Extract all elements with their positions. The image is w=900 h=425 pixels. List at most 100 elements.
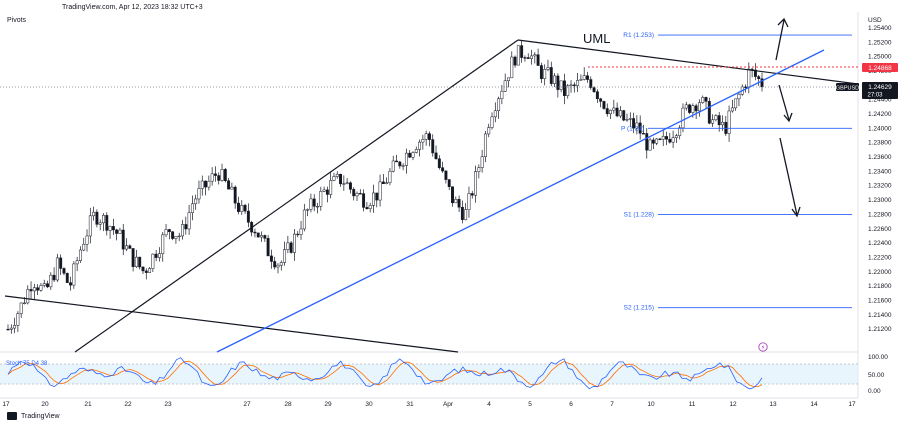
candle-body-127 [424,133,428,140]
pivot-label-2: S1 (1.228) [624,211,654,218]
price-tick-9: 1.23600 [868,154,892,161]
candle-body-13 [49,274,53,288]
candle-body-40 [138,256,142,268]
candle-body-139 [464,209,468,220]
time-tick-1: 20 [41,401,49,408]
candle-body-49 [167,229,171,232]
stoch-tick-2: 0.00 [868,388,881,395]
time-tick-12: 5 [528,401,532,408]
candle-body-228 [757,76,761,79]
arrow-down-long-icon [779,137,801,218]
candle-body-35 [121,229,125,250]
tradingview-logo-icon [7,412,17,420]
candle-body-121 [404,152,408,166]
time-tick-16: 11 [689,401,696,408]
candle-body-67 [227,180,231,190]
candle-body-89 [299,228,303,235]
candle-body-116 [388,170,392,183]
time-tick-15: 10 [647,401,655,408]
candle-body-212 [704,97,708,102]
candle-body-86 [289,242,293,253]
candle-body-17 [62,268,66,274]
candle-body-151 [503,80,507,92]
candle-body-156 [520,45,524,58]
candle-body-196 [651,139,655,144]
candle-body-202 [671,137,675,143]
arrow-up-icon [775,17,789,61]
candle-body-104 [348,182,352,190]
candle-body-155 [516,45,520,66]
brand-text: TradingView [21,412,60,420]
time-tick-5: 27 [243,401,251,408]
price-tick-0: 1.25400 [868,25,892,32]
candle-body-167 [556,75,560,90]
candle-body-1 [9,327,13,330]
price-tick-1: 1.25200 [868,39,892,46]
time-tick-2: 21 [84,401,92,408]
candle-body-94 [316,206,319,208]
candle-body-137 [457,199,461,208]
candle-body-126 [421,139,425,143]
candle-body-102 [342,183,346,185]
candle-body-184 [612,107,616,111]
candle-body-211 [701,97,705,103]
candle-body-158 [526,57,530,59]
candle-body-3 [16,313,20,326]
time-ticks: 17 20 21 22 23 27 28 29 30 31 Apr 4 5 6 7 10 11 12 13 14 17 [2,401,856,408]
price-tick-8: 1.23800 [868,140,892,147]
time-tick-20: 17 [848,401,856,408]
tradingview-brand: TradingView [7,412,60,420]
candle-body-162 [539,65,543,79]
candle-body-146 [487,127,491,135]
time-tick-8: 30 [365,401,373,408]
candle-body-39 [134,256,138,267]
candle-body-109 [365,207,369,209]
candle-body-26 [92,211,96,217]
candle-body-100 [335,173,339,177]
price-tick-6: 1.24200 [868,111,892,118]
candle-body-59 [200,180,204,189]
candle-body-164 [546,67,550,70]
candle-body-0 [6,328,10,331]
price-tick-19: 1.21600 [868,298,892,305]
candle-body-113 [378,181,382,201]
time-tick-10: Apr [443,401,454,408]
candle-body-207 [688,104,692,113]
candle-body-96 [322,189,326,192]
candle-body-44 [151,253,155,269]
candle-body-80 [269,255,273,262]
candle-body-147 [490,116,494,128]
symbol-badge: GBPUSD [836,83,859,92]
stoch-band [0,364,858,384]
time-tick-17: 12 [729,401,737,408]
price-tick-15: 1.22400 [868,240,892,247]
candle-body-161 [536,54,540,66]
candle-body-214 [711,119,715,124]
candle-body-123 [411,152,415,158]
candle-body-72 [243,204,247,212]
candle-body-225 [747,68,751,88]
svg-text:1.24629: 1.24629 [868,84,892,91]
time-tick-11: 4 [487,401,491,408]
candle-body-51 [174,236,178,239]
time-tick-3: 22 [124,401,132,408]
indicator-label[interactable]: Pivots [7,17,27,24]
price-tick-12: 1.23000 [868,197,892,204]
candle-body-114 [381,181,385,185]
candle-body-217 [721,121,724,126]
uml-annotation: UML [583,31,610,46]
candle-body-183 [609,109,612,115]
last-price-label: 1.24629 27:03 [862,82,898,99]
candle-body-91 [306,209,310,211]
time-tick-6: 28 [284,401,292,408]
candle-body-14 [52,274,56,281]
candle-body-134 [447,179,451,187]
candle-body-73 [246,210,250,223]
time-tick-9: 31 [406,401,414,408]
candle-body-166 [553,75,557,84]
candle-body-191 [635,122,639,129]
candle-body-128 [427,133,431,140]
candle-body-64 [217,175,221,181]
candle-body-221 [734,98,738,109]
